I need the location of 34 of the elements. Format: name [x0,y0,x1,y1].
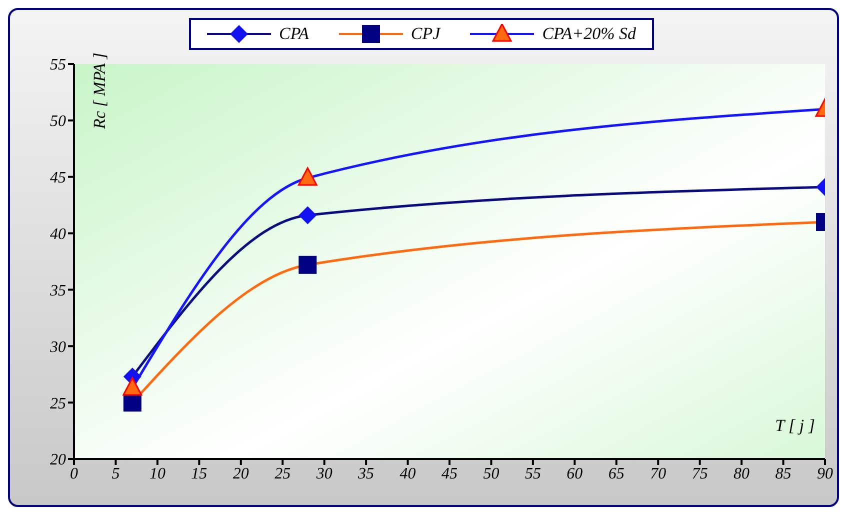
x-tick-label: 0 [70,465,78,482]
x-tick-label: 5 [112,465,120,482]
x-tick-label: 85 [775,465,792,482]
y-tick-label: 50 [50,113,66,130]
x-tick-label: 25 [274,465,291,482]
y-axis-title: Rc [ MPA ] [90,52,110,130]
x-axis-title: T [ j ] [775,416,815,436]
x-tick-label: 60 [566,465,583,482]
x-tick-label: 20 [232,465,249,482]
x-tick-label: 80 [734,465,750,482]
y-tick-label: 55 [50,56,66,74]
y-tick-label: 20 [50,452,66,469]
y-tick-label: 35 [49,282,66,300]
y-tick-label: 25 [50,395,66,412]
point [298,206,317,224]
x-tick-label: 35 [357,465,374,482]
y-tick-label: 45 [50,170,66,187]
legend-label: CPA [278,24,309,44]
x-tick-label: 30 [315,465,332,482]
x-tick-label: 75 [692,465,708,482]
x-tick-label: 70 [650,465,666,482]
x-tick-label: 10 [149,465,166,482]
point [298,256,317,274]
x-tick-label: 50 [483,465,500,482]
x-tick-label: 65 [608,465,624,482]
legend-label: CPJ [410,24,440,44]
y-tick-label: 40 [50,226,66,243]
y-tick-label: 30 [49,338,66,356]
legend-label: CPA+20% Sd [542,24,636,44]
x-tick-label: 55 [524,465,541,482]
x-tick-label: 45 [442,465,458,482]
x-tick-label: 90 [817,465,833,482]
x-tick-label: 40 [400,465,416,482]
x-tick-label: 15 [191,465,208,482]
